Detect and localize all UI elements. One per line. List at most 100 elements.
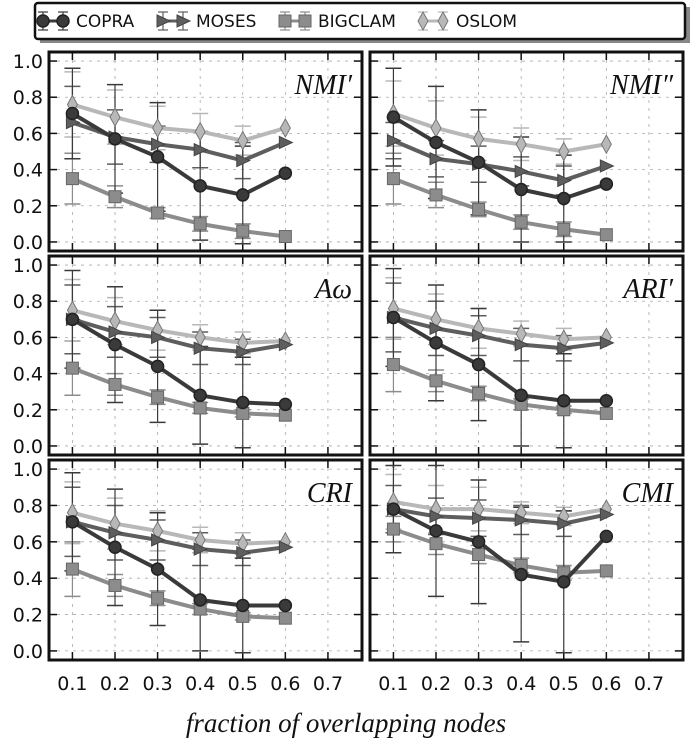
legend-bigclam-marker-icon (298, 14, 312, 28)
moses-marker-icon (278, 540, 294, 555)
x-tick-label: 0.5 (228, 673, 258, 695)
copra-marker-icon (108, 132, 122, 146)
oslom-marker-icon (515, 134, 527, 155)
series-bigclam (386, 172, 613, 242)
moses-marker-icon (193, 542, 209, 556)
y-tick-label: 1.0 (13, 51, 43, 73)
bigclam-marker-icon (429, 188, 443, 202)
copra-marker-icon (236, 598, 250, 613)
x-tick-label: 0.1 (57, 673, 87, 695)
copra-marker-icon (471, 357, 486, 372)
moses-marker-icon (472, 328, 487, 343)
moses-marker-icon (557, 173, 572, 188)
x-tick-label: 0.2 (421, 673, 451, 695)
oslom-marker-icon (109, 107, 121, 128)
series-copra (65, 106, 293, 202)
series-moses (65, 312, 294, 359)
moses-marker-icon (429, 321, 445, 336)
moses-marker-icon (429, 151, 445, 166)
x-tick-label: 0.5 (549, 673, 579, 695)
legend-oslom-marker-icon (437, 10, 449, 32)
moses-marker-icon (193, 142, 209, 157)
bigclam-marker-icon (65, 562, 79, 576)
panel-3: Aω 0.0 0.2 0.4 0.6 0.8 1.0 (13, 254, 364, 458)
moses-marker-icon (514, 337, 530, 352)
y-tick-label: 0.0 (13, 436, 43, 458)
x-tick-label: 0.4 (506, 673, 536, 695)
moses-marker-icon (386, 133, 402, 148)
x-tick-label: 0.7 (313, 673, 343, 695)
x-tick-label: 0.6 (591, 673, 621, 695)
moses-marker-icon (108, 525, 124, 540)
moses-marker-icon (557, 341, 572, 356)
panel-2: NMI″ (368, 50, 685, 253)
y-tick-label: 0.4 (13, 160, 43, 182)
panel-5: CRI 0.0 0.2 0.4 0.6 0.8 1.0 0.1 0.2 0.3 0.4 0.5 0.6 0… (13, 458, 364, 695)
moses-marker-icon (599, 507, 615, 522)
bigclam-marker-icon (193, 401, 207, 415)
y-tick-label: 1.0 (13, 255, 43, 277)
x-axis-label: fraction of overlapping nodes (186, 708, 506, 738)
copra-marker-icon (386, 502, 401, 516)
oslom-marker-icon (237, 130, 249, 151)
oslom-marker-icon (279, 117, 291, 139)
moses-marker-icon (557, 516, 572, 531)
bigclam-marker-icon (514, 215, 528, 229)
moses-marker-icon (151, 533, 166, 547)
bigclam-marker-icon (236, 224, 250, 238)
series-copra (386, 310, 614, 408)
legend-label: COPRA (76, 12, 135, 32)
panel-title: NMI′ (294, 70, 353, 101)
moses-marker-icon (151, 137, 166, 152)
panel-title: NMI″ (609, 70, 673, 101)
y-tick-label: 0.0 (13, 232, 43, 254)
y-tick-label: 0.2 (13, 605, 43, 627)
copra-marker-icon (514, 388, 528, 403)
copra-marker-icon (65, 515, 80, 529)
x-tick-label: 0.7 (634, 673, 664, 695)
copra-marker-icon (150, 562, 165, 576)
y-tick-label: 0.6 (13, 532, 43, 554)
copra-marker-icon (599, 393, 614, 408)
bigclam-marker-icon (472, 202, 486, 216)
legend-copra-marker-icon (36, 14, 50, 28)
series-copra (386, 502, 614, 589)
moses-marker-icon (514, 513, 530, 527)
copra-marker-icon (108, 540, 122, 555)
series-oslom (66, 94, 291, 151)
oslom-marker-icon (194, 121, 206, 142)
copra-marker-icon (65, 106, 80, 121)
copra-marker-icon (108, 337, 122, 352)
y-tick-label: 0.6 (13, 123, 43, 145)
x-tick-label: 0.3 (142, 673, 172, 695)
y-tick-label: 0.8 (13, 291, 43, 313)
legend-moses-marker-icon (176, 14, 192, 28)
y-tick-label: 0.8 (13, 495, 43, 517)
copra-marker-icon (429, 524, 443, 538)
moses-marker-icon (472, 511, 487, 525)
bigclam-marker-icon (151, 390, 165, 404)
copra-marker-icon (193, 388, 207, 403)
copra-marker-icon (236, 188, 250, 202)
bigclam-marker-icon (429, 537, 443, 551)
copra-marker-icon (386, 110, 401, 124)
bigclam-marker-icon (65, 172, 79, 186)
oslom-marker-icon (558, 141, 570, 162)
y-tick-label: 0.0 (13, 641, 43, 663)
moses-marker-icon (429, 509, 445, 524)
y-tick-label: 0.8 (13, 87, 43, 109)
y-tick-label: 1.0 (13, 459, 43, 481)
panel-4: ARI′ (368, 254, 685, 457)
moses-marker-icon (236, 153, 251, 168)
moses-marker-icon (599, 336, 615, 350)
copra-marker-icon (193, 179, 207, 193)
y-tick-label: 0.4 (13, 364, 43, 386)
bigclam-marker-icon (599, 564, 613, 578)
x-tick-label: 0.2 (100, 673, 130, 695)
bigclam-marker-icon (599, 406, 613, 420)
copra-marker-icon (278, 166, 293, 180)
oslom-marker-icon (600, 134, 612, 155)
bigclam-marker-icon (108, 190, 122, 204)
copra-marker-icon (514, 567, 528, 582)
